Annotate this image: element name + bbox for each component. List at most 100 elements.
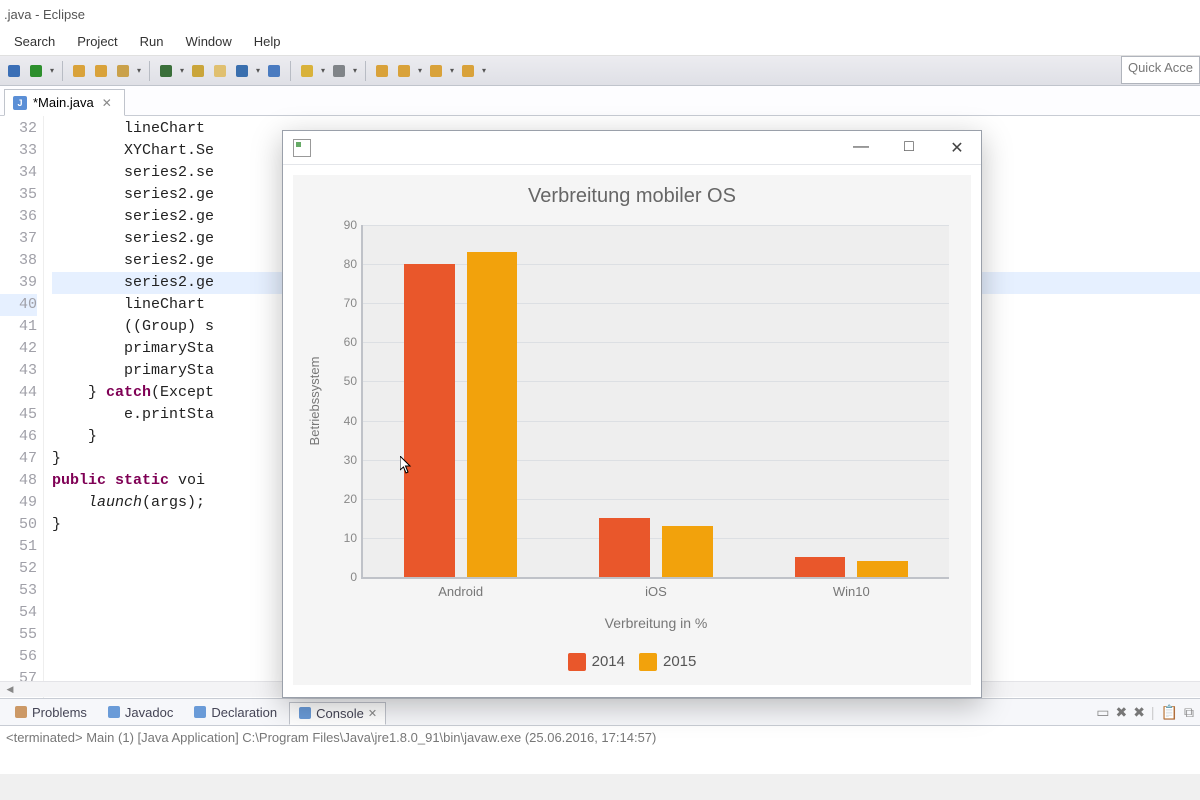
y-tick-label: 10 xyxy=(344,531,363,545)
cog-icon-dropdown[interactable]: ▾ xyxy=(351,62,359,80)
fx-app-icon xyxy=(293,139,311,157)
clear-console-icon[interactable]: ✖ xyxy=(1133,704,1145,721)
javadoc-icon xyxy=(107,705,121,719)
legend-swatch xyxy=(639,653,657,671)
fwd2-icon-dropdown[interactable]: ▾ xyxy=(480,62,488,80)
line-number: 55 xyxy=(0,624,37,646)
console-line: <terminated> Main (1) [Java Application]… xyxy=(6,730,656,745)
line-number: 41 xyxy=(0,316,37,338)
line-number: 53 xyxy=(0,580,37,602)
minimize-button[interactable]: — xyxy=(847,138,875,158)
bottom-tab-declaration[interactable]: Declaration xyxy=(185,702,285,723)
step-icon-dropdown[interactable]: ▾ xyxy=(319,62,327,80)
y-tick-label: 50 xyxy=(344,374,363,388)
menu-run[interactable]: Run xyxy=(130,30,174,53)
step-icon[interactable] xyxy=(298,62,316,80)
menu-window[interactable]: Window xyxy=(176,30,242,53)
y-tick-label: 60 xyxy=(344,335,363,349)
javafx-chart-window[interactable]: — □ ✕ Verbreitung mobiler OS Betriebssys… xyxy=(282,130,982,698)
line-number: 38 xyxy=(0,250,37,272)
save-icon[interactable] xyxy=(27,62,45,80)
bottom-tab-label: Console xyxy=(316,706,364,721)
remove-all-icon[interactable]: ✖ xyxy=(1115,704,1127,721)
line-number: 47 xyxy=(0,448,37,470)
chart-panel: Verbreitung mobiler OS Betriebssystem Ve… xyxy=(293,175,971,685)
line-number: 46 xyxy=(0,426,37,448)
display-icon[interactable]: ⧉ xyxy=(1184,704,1194,721)
fwd-icon[interactable] xyxy=(427,62,445,80)
line-number: 48 xyxy=(0,470,37,492)
chart-title: Verbreitung mobiler OS xyxy=(293,175,971,212)
java-file-icon: J xyxy=(13,96,27,110)
bottom-tab-label: Declaration xyxy=(211,705,277,720)
debug-icon-dropdown[interactable]: ▾ xyxy=(178,62,186,80)
line-number: 32 xyxy=(0,118,37,140)
console-toolbar: ▭ ✖ ✖ | 📋 ⧉ xyxy=(1096,704,1194,721)
grid-icon[interactable] xyxy=(5,62,23,80)
x-axis-label: Verbreitung in % xyxy=(605,615,708,631)
line-number: 43 xyxy=(0,360,37,382)
line-number: 33 xyxy=(0,140,37,162)
chart-plot-area: Betriebssystem Verbreitung in % 01020304… xyxy=(361,225,949,579)
save-icon-dropdown[interactable]: ▾ xyxy=(48,62,56,80)
line-number: 44 xyxy=(0,382,37,404)
fwd-icon-dropdown[interactable]: ▾ xyxy=(448,62,456,80)
toolbar-separator xyxy=(149,61,150,81)
cog-icon[interactable] xyxy=(330,62,348,80)
bar-Win10-2014 xyxy=(795,557,846,577)
toolbar: ▾ ▾ ▾ ▾ ▾ ▾ ▾ ▾ ▾ Quick Acce xyxy=(0,56,1200,86)
maximize-button[interactable]: □ xyxy=(895,138,923,158)
legend-item-2015: 2015 xyxy=(639,653,696,671)
menubar: SearchProjectRunWindowHelp xyxy=(0,28,1200,56)
y-tick-label: 30 xyxy=(344,453,363,467)
gridline xyxy=(363,225,949,226)
chart-body: Betriebssystem Verbreitung in % 01020304… xyxy=(313,221,957,607)
bottom-view-tabs: ProblemsJavadoc Declaration Console ✕ ▭ ✖ … xyxy=(0,698,1200,726)
menu-search[interactable]: Search xyxy=(4,30,65,53)
toolbar-separator xyxy=(365,61,366,81)
fx-titlebar[interactable]: — □ ✕ xyxy=(283,131,981,165)
legend-item-2014: 2014 xyxy=(568,653,625,671)
refresh-icon-dropdown[interactable]: ▾ xyxy=(254,62,262,80)
back2-icon-dropdown[interactable]: ▾ xyxy=(416,62,424,80)
chart-legend: 2014 2015 xyxy=(293,653,971,671)
bottom-tab-problems[interactable]: Problems xyxy=(6,702,95,723)
close-button[interactable]: ✕ xyxy=(943,138,971,158)
back2-icon[interactable] xyxy=(395,62,413,80)
remove-launch-icon[interactable]: ▭ xyxy=(1096,704,1109,721)
pkg-icon[interactable] xyxy=(114,62,132,80)
line-number: 54 xyxy=(0,602,37,624)
bottom-tab-javadoc[interactable]: Javadoc xyxy=(99,702,181,723)
folder-icon[interactable] xyxy=(70,62,88,80)
bar-iOS-2014 xyxy=(599,518,650,577)
close-icon[interactable]: ✕ xyxy=(368,707,377,720)
line-number: 35 xyxy=(0,184,37,206)
y-tick-label: 20 xyxy=(344,492,363,506)
fwd2-icon[interactable] xyxy=(459,62,477,80)
refresh-icon[interactable] xyxy=(233,62,251,80)
menu-project[interactable]: Project xyxy=(67,30,127,53)
pkg-icon-dropdown[interactable]: ▾ xyxy=(135,62,143,80)
wand-icon[interactable] xyxy=(189,62,207,80)
window-title: .java - Eclipse xyxy=(4,7,85,22)
menu-help[interactable]: Help xyxy=(244,30,291,53)
pin-console-icon[interactable]: 📋 xyxy=(1161,704,1178,721)
line-number: 39 xyxy=(0,272,37,294)
line-number: 56 xyxy=(0,646,37,668)
eraser-icon[interactable] xyxy=(211,62,229,80)
open-icon[interactable] xyxy=(92,62,110,80)
problems-icon xyxy=(14,705,28,719)
debug-icon[interactable] xyxy=(157,62,175,80)
bar-Android-2014 xyxy=(404,264,455,577)
scroll-left-icon[interactable]: ◀ xyxy=(2,684,18,696)
quick-access-field[interactable]: Quick Acce xyxy=(1121,56,1200,84)
back-icon[interactable] xyxy=(373,62,391,80)
y-tick-label: 70 xyxy=(344,296,363,310)
y-tick-label: 40 xyxy=(344,414,363,428)
line-number: 36 xyxy=(0,206,37,228)
editor-tab-main-java[interactable]: J *Main.java ✕ xyxy=(4,89,125,116)
close-tab-icon[interactable]: ✕ xyxy=(100,96,114,110)
task-icon[interactable] xyxy=(265,62,283,80)
bar-iOS-2015 xyxy=(662,526,713,577)
bottom-tab-console[interactable]: Console ✕ xyxy=(289,702,386,725)
